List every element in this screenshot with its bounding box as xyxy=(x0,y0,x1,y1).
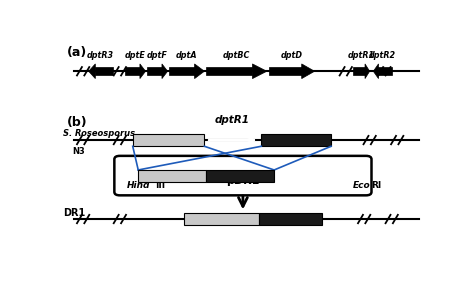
Polygon shape xyxy=(140,64,146,79)
Text: dptR3: dptR3 xyxy=(87,51,114,60)
Text: S. Roseosporus: S. Roseosporus xyxy=(63,129,135,138)
Polygon shape xyxy=(365,64,370,79)
Text: dptR1: dptR1 xyxy=(214,115,249,125)
Polygon shape xyxy=(269,67,301,75)
Bar xyxy=(259,213,322,225)
Bar xyxy=(138,170,206,182)
Polygon shape xyxy=(147,67,162,75)
Polygon shape xyxy=(206,67,253,75)
Polygon shape xyxy=(195,64,204,79)
Text: DR1: DR1 xyxy=(63,208,85,218)
Bar xyxy=(261,134,331,146)
Bar xyxy=(206,170,274,182)
Text: (b): (b) xyxy=(66,116,87,130)
Polygon shape xyxy=(301,64,315,79)
Text: N3: N3 xyxy=(72,147,85,156)
Text: dptD: dptD xyxy=(281,51,302,60)
Polygon shape xyxy=(353,67,365,75)
Polygon shape xyxy=(253,64,267,79)
Polygon shape xyxy=(374,64,378,79)
Polygon shape xyxy=(95,67,112,75)
Bar xyxy=(184,213,259,225)
Polygon shape xyxy=(89,64,95,79)
Text: RI: RI xyxy=(371,181,381,190)
Text: dptF: dptF xyxy=(147,51,168,60)
Text: Eco: Eco xyxy=(353,181,371,190)
Text: dptE: dptE xyxy=(125,51,146,60)
Text: pDR1: pDR1 xyxy=(226,176,260,186)
Text: dptR2: dptR2 xyxy=(369,51,396,60)
Text: Hind: Hind xyxy=(127,181,151,190)
Text: dptA: dptA xyxy=(176,51,198,60)
Polygon shape xyxy=(169,67,195,75)
Polygon shape xyxy=(378,67,392,75)
Text: dptR1: dptR1 xyxy=(348,51,375,60)
Bar xyxy=(133,134,204,146)
Text: dptBC: dptBC xyxy=(223,51,250,60)
FancyBboxPatch shape xyxy=(114,156,372,195)
Text: III: III xyxy=(155,181,165,190)
Polygon shape xyxy=(125,67,140,75)
Text: (a): (a) xyxy=(66,47,87,59)
Polygon shape xyxy=(162,64,168,79)
